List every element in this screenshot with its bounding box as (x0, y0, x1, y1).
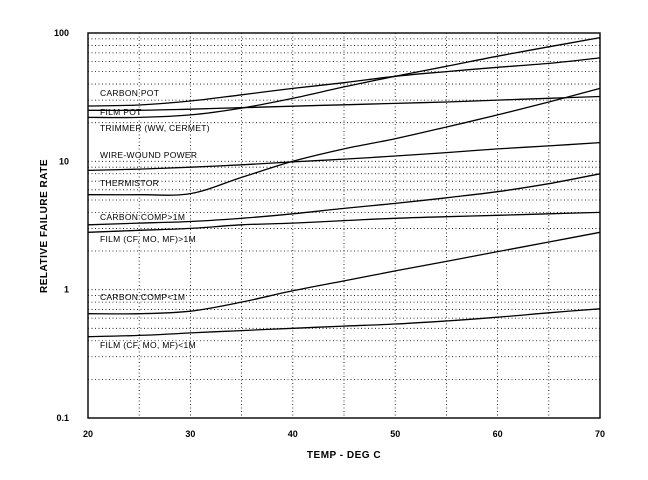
series-label: WIRE-WOUND POWER (100, 150, 197, 160)
series-label: CARBON COMP<1M (100, 292, 185, 302)
series-line-0 (87, 57, 601, 107)
x-tick-label: 20 (83, 429, 93, 439)
series-line-3 (87, 141, 601, 172)
series-label: TRIMMER (WW, CERMET) (100, 123, 210, 133)
series-lines (87, 36, 601, 338)
y-axis-title: RELATIVE FAILURE RATE (39, 159, 50, 293)
series-label: FILM (CF, MO, MF)>1M (100, 234, 196, 244)
y-tick-label: 0.1 (56, 413, 69, 423)
series-line-6 (87, 211, 601, 233)
x-tick-label: 30 (185, 429, 195, 439)
x-tick-label: 60 (493, 429, 503, 439)
series-line-5 (87, 173, 601, 226)
series-label: FILM (CF, MO, MF)<1M (100, 340, 196, 350)
series-line-1 (87, 36, 601, 119)
series-line-4 (87, 87, 601, 196)
y-tick-label: 1 (64, 285, 69, 295)
y-tick-label: 10 (59, 156, 69, 166)
plot-frame (87, 32, 601, 419)
x-tick-label: 40 (288, 429, 298, 439)
y-tick-label: 100 (54, 28, 69, 38)
series-label: CARBON POT (100, 88, 159, 98)
x-tick-label: 70 (595, 429, 605, 439)
x-tick-label: 50 (390, 429, 400, 439)
series-label: THERMISTOR (100, 178, 159, 188)
series-line-2 (87, 95, 601, 111)
series-label: FILM POT (100, 107, 142, 117)
series-line-7 (87, 231, 601, 315)
series-line-8 (87, 308, 601, 338)
grid-lines (88, 33, 600, 418)
series-labels: CARBON POT FILM POT TRIMMER (WW, CERMET) WI… (100, 88, 210, 350)
tick-labels: 20 30 40 50 60 70 0.1 1 10 100 (54, 28, 605, 439)
series-label: CARBON COMP>1M (100, 212, 185, 222)
x-axis-title: TEMP - DEG C (307, 450, 381, 461)
